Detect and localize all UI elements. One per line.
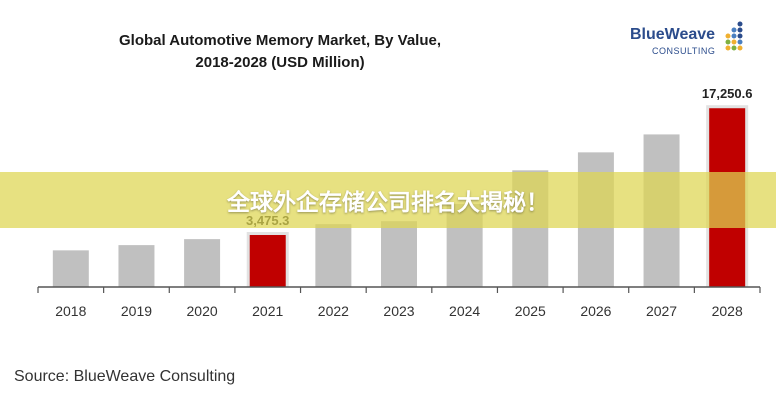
data-label-2028: 17,250.6 bbox=[702, 86, 753, 101]
x-tick-label-2024: 2024 bbox=[449, 303, 480, 319]
bar-2023 bbox=[381, 221, 417, 287]
banner-text: 全球外企存储公司排名大揭秘！ bbox=[227, 190, 549, 216]
source-caption: Source: BlueWeave Consulting bbox=[14, 368, 236, 385]
x-tick-label-2026: 2026 bbox=[580, 303, 611, 319]
x-tick-label-2018: 2018 bbox=[55, 303, 86, 319]
blueweave-logo: BlueWeave CONSULTING bbox=[630, 20, 750, 64]
bar-2020 bbox=[184, 239, 221, 287]
chart-title-line-1: Global Automotive Memory Market, By Valu… bbox=[118, 32, 442, 49]
bar-2018 bbox=[52, 250, 89, 287]
x-tick-label-2022: 2022 bbox=[318, 303, 349, 319]
x-tick-label-2019: 2019 bbox=[121, 303, 152, 319]
x-tick-label-2021: 2021 bbox=[252, 303, 283, 319]
chart-title: Global Automotive Memory Market, By Valu… bbox=[70, 30, 490, 74]
x-tick-label-2027: 2027 bbox=[646, 303, 677, 319]
bar-2022 bbox=[315, 224, 352, 287]
overlay-banner: 全球外企存储公司排名大揭秘！ bbox=[0, 172, 776, 228]
x-tick-label-2020: 2020 bbox=[187, 303, 218, 319]
x-tick-label-2028: 2028 bbox=[712, 303, 743, 319]
logo-name: BlueWeave bbox=[630, 26, 716, 43]
logo-dots-icon bbox=[725, 21, 743, 51]
chart-title-line-2: 2018-2028 (USD Million) bbox=[195, 54, 365, 71]
x-tick-label-2023: 2023 bbox=[383, 303, 414, 319]
bar-2019 bbox=[118, 245, 155, 287]
logo-subtitle: CONSULTING bbox=[652, 46, 716, 56]
bar-2021 bbox=[249, 235, 286, 287]
x-tick-label-2025: 2025 bbox=[515, 303, 546, 319]
